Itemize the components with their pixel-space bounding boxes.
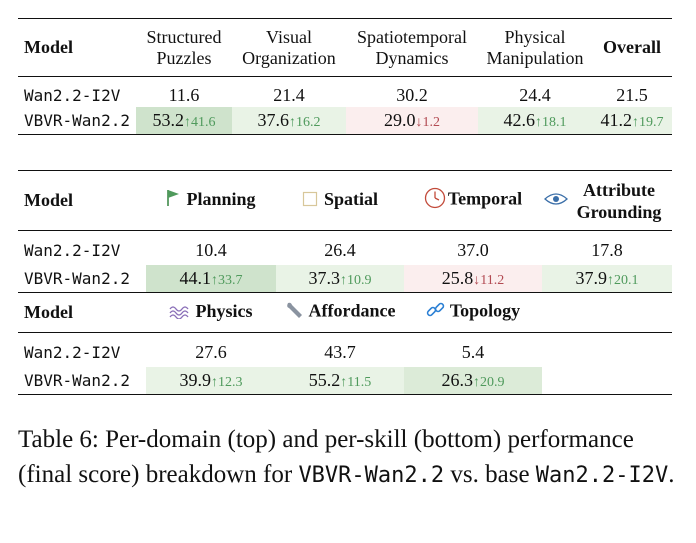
- value-cell: 37.3↑10.9: [276, 264, 404, 293]
- skill-table: Model Planning Spatial Temporal Attribut…: [18, 170, 672, 395]
- delta-up: ↑33.7: [211, 272, 243, 288]
- value-cell: 27.6: [195, 342, 227, 363]
- row-model-name: VBVR-Wan2.2: [24, 110, 130, 130]
- value-cell: 43.7: [324, 342, 356, 363]
- value-cell: 37.0: [457, 240, 489, 261]
- delta-up: ↑16.2: [289, 114, 321, 130]
- header-affordance: Affordance: [276, 293, 404, 333]
- header-physical-manipulation: Physical Manipulation: [486, 26, 584, 68]
- header-spatiotemporal-dynamics: Spatiotemporal Dynamics: [357, 26, 467, 68]
- value-cell: 29.0↓1.2: [346, 106, 478, 135]
- delta-up: ↑41.6: [184, 114, 216, 130]
- value-cell: 21.4: [273, 85, 305, 106]
- value-cell: 5.4: [461, 342, 485, 363]
- value-cell: 25.8↓11.2: [404, 264, 542, 293]
- header-planning: Planning: [146, 171, 276, 231]
- delta-down: ↓1.2: [415, 114, 441, 130]
- delta-up: ↑19.7: [632, 114, 664, 130]
- delta-up: ↑12.3: [211, 374, 243, 390]
- value-cell: 53.2↑41.6: [136, 106, 232, 135]
- square-icon: [302, 191, 318, 212]
- header-model: Model: [24, 190, 73, 210]
- value-cell: 21.5: [616, 85, 648, 106]
- value-cell: 37.6↑16.2: [232, 106, 346, 135]
- row-model-name: Wan2.2-I2V: [24, 343, 121, 363]
- value-cell: 10.4: [195, 240, 227, 261]
- value-cell: 55.2↑11.5: [276, 366, 404, 395]
- delta-up: ↑20.9: [473, 374, 505, 390]
- value-cell: 17.8: [591, 240, 623, 261]
- header-temporal: Temporal: [404, 171, 542, 231]
- row-model-name: VBVR-Wan2.2: [24, 268, 130, 288]
- delta-up: ↑18.1: [535, 114, 567, 130]
- delta-up: ↑20.1: [607, 272, 639, 288]
- delta-down: ↓11.2: [473, 272, 505, 288]
- header-structured-puzzles: Structured Puzzles: [146, 26, 222, 68]
- value-cell: 37.9↑20.1: [542, 264, 672, 293]
- value-cell: 26.4: [324, 240, 356, 261]
- flag-icon: [166, 189, 180, 212]
- link-icon: [426, 300, 446, 325]
- header-topology: Topology: [404, 293, 542, 333]
- empty-header-cell: [542, 293, 672, 333]
- value-cell: 42.6↑18.1: [478, 106, 592, 135]
- header-spatial: Spatial: [276, 171, 404, 231]
- header-visual-organization: Visual Organization: [242, 26, 336, 68]
- delta-up: ↑11.5: [340, 374, 372, 390]
- domain-table: Model Structured Puzzles Visual Organizati…: [18, 18, 672, 135]
- value-cell: 44.1↑33.7: [146, 264, 276, 293]
- value-cell: 11.6: [168, 85, 200, 106]
- wrench-icon: [285, 300, 305, 325]
- row-model-name: Wan2.2-I2V: [24, 241, 121, 261]
- header-model: Model: [24, 37, 73, 57]
- table-caption: Table 6: Per-domain (top) and per-skill …: [18, 426, 675, 488]
- header-physics: Physics: [146, 293, 276, 333]
- value-cell: 30.2: [396, 85, 428, 106]
- delta-up: ↑10.9: [340, 272, 372, 288]
- empty-cell: [542, 333, 672, 367]
- waves-icon: [169, 303, 191, 324]
- value-cell: 26.3↑20.9: [404, 366, 542, 395]
- empty-cell: [542, 367, 672, 395]
- clock-icon: [424, 187, 446, 214]
- eye-icon: [544, 191, 568, 212]
- row-model-name: VBVR-Wan2.2: [24, 370, 130, 390]
- header-model: Model: [24, 302, 73, 322]
- value-cell: 39.9↑12.3: [146, 366, 276, 395]
- header-attribute-grounding: Attribute Grounding: [542, 171, 672, 231]
- row-model-name: Wan2.2-I2V: [24, 86, 121, 106]
- value-cell: 24.4: [519, 85, 551, 106]
- value-cell: 41.2↑19.7: [592, 106, 672, 135]
- header-overall: Overall: [603, 37, 661, 57]
